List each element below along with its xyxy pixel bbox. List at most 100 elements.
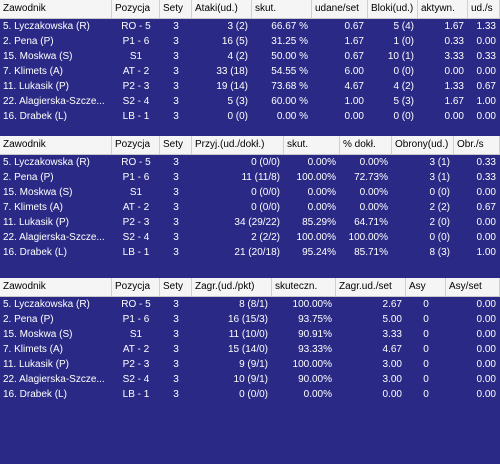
col-header-pozycja[interactable]: Pozycja (112, 136, 160, 154)
table-cell: 54.55 % (271, 66, 308, 77)
table-row[interactable]: 7. Klimets (A) AT - 2 3 15 (14/0) 93.33% 4.67… (0, 342, 500, 357)
col-header-przyj[interactable]: Przyj.(ud./dokł.) (192, 136, 284, 154)
table-row[interactable]: 7. Klimets (A) AT - 2 3 33 (18) 54.55 % 6.00 0… (0, 64, 500, 79)
table-cell: 100.00% (348, 232, 388, 243)
table-row[interactable]: 16. Drabek (L) LB - 1 3 0 (0) 0.00 % 0.00 0 (0… (0, 109, 500, 124)
table-cell: 3 (173, 36, 179, 47)
table-cell: 3 (173, 299, 179, 310)
table-cell: 16 (5) (221, 36, 248, 47)
table-cell: 100.00% (296, 172, 336, 183)
col-header-pozycja[interactable]: Pozycja (112, 278, 160, 296)
table-cell: 0 (0/0) (239, 389, 268, 400)
reception-defense-header: Zawodnik Pozycja Sety Przyj.(ud./dokł.) … (0, 136, 500, 155)
table-cell: 0.00 (476, 374, 496, 385)
table-row[interactable]: 15. Moskwa (S) S1 3 11 (10/0) 90.91% 3.33 0 0.0… (0, 327, 500, 342)
table-cell: 0 (423, 329, 429, 340)
table-cell: 3 (173, 374, 179, 385)
table-cell: 0.67 (476, 202, 496, 213)
table-cell: 5. Lyczakowska (R) (3, 157, 90, 168)
col-header-ud-set[interactable]: ud./s (468, 0, 500, 18)
table-cell: 22. Alagierska-Szcze... (3, 96, 105, 107)
col-header-sety[interactable]: Sety (160, 278, 192, 296)
table-cell: 0.67 (476, 81, 496, 92)
table-cell: 64.71% (354, 217, 388, 228)
table-cell: 34 (29/22) (234, 217, 280, 228)
table-cell: 5.00 (382, 314, 402, 325)
table-row[interactable]: 7. Klimets (A) AT - 2 3 0 (0/0) 0.00% 0.00% 2 … (0, 200, 500, 215)
table-cell: 10 (9/1) (233, 374, 268, 385)
table-cell: 33 (18) (216, 66, 248, 77)
table-cell: 0 (423, 374, 429, 385)
table-cell: 0.00 (382, 389, 402, 400)
table-row[interactable]: 11. Lukasik (P) P2 - 3 3 9 (9/1) 100.00% 3.00… (0, 357, 500, 372)
table-cell: 0.67 (344, 21, 364, 32)
table-row[interactable]: 16. Drabek (L) LB - 1 3 21 (20/18) 95.24% 85.… (0, 245, 500, 260)
table-row[interactable]: 22. Alagierska-Szcze... S2 - 4 3 10 (9/1) 90… (0, 372, 500, 387)
col-header-bloki[interactable]: Bloki(ud.) (368, 0, 418, 18)
col-header-skut[interactable]: skut. (284, 136, 340, 154)
table-row[interactable]: 2. Pena (P) P1 - 6 3 16 (15/3) 93.75% 5.00 0 0.… (0, 312, 500, 327)
table-row[interactable]: 11. Lukasik (P) P2 - 3 3 34 (29/22) 85.29% 64… (0, 215, 500, 230)
col-header-sety[interactable]: Sety (160, 136, 192, 154)
table-row[interactable]: 22. Alagierska-Szcze... S2 - 4 3 2 (2/2) 100… (0, 230, 500, 245)
table-cell: 2 (2) (429, 202, 450, 213)
table-cell: P1 - 6 (122, 314, 150, 325)
table-cell: 1 (0) (393, 36, 414, 47)
table-cell: 7. Klimets (A) (3, 344, 64, 355)
table-row[interactable]: 5. Lyczakowska (R) RO - 5 3 8 (8/1) 100.00% 2… (0, 297, 500, 312)
table-cell: 3 (2) (227, 21, 248, 32)
table-row[interactable]: 5. Lyczakowska (R) RO - 5 3 0 (0/0) 0.00% 0.0… (0, 155, 500, 170)
table-cell: LB - 1 (122, 111, 150, 122)
table-cell: AT - 2 (122, 202, 150, 213)
col-header-sety[interactable]: Sety (160, 0, 192, 18)
table-cell: 1.67 (444, 21, 464, 32)
col-header-zawodnik[interactable]: Zawodnik (0, 0, 112, 18)
table-cell: 5. Lyczakowska (R) (3, 21, 90, 32)
table-cell: 3 (173, 81, 179, 92)
table-cell: 0.00 (476, 344, 496, 355)
table-cell: 5 (4) (393, 21, 414, 32)
table-cell: 85.71% (354, 247, 388, 258)
table-cell: P2 - 3 (122, 217, 150, 228)
table-row[interactable]: 2. Pena (P) P1 - 6 3 11 (11/8) 100.00% 72.73%… (0, 170, 500, 185)
table-row[interactable]: 15. Moskwa (S) S1 3 4 (2) 50.00 % 0.67 10 (1) 3… (0, 49, 500, 64)
table-cell: 100.00% (292, 359, 332, 370)
col-header-zagr-ud-set[interactable]: Zagr.ud./set (336, 278, 406, 296)
table-cell: 22. Alagierska-Szcze... (3, 374, 105, 385)
table-row[interactable]: 22. Alagierska-Szcze... S2 - 4 3 5 (3) 60.00… (0, 94, 500, 109)
table-cell: LB - 1 (122, 389, 150, 400)
col-header-zawodnik[interactable]: Zawodnik (0, 136, 112, 154)
table-cell: 66.67 % (271, 21, 308, 32)
col-header-obr-set[interactable]: Obr./s (454, 136, 500, 154)
col-header-asy-set[interactable]: Asy/set (446, 278, 500, 296)
table-cell: 0 (423, 389, 429, 400)
col-header-obrony[interactable]: Obrony(ud.) (392, 136, 454, 154)
col-header-asy[interactable]: Asy (406, 278, 446, 296)
col-header-pozycja[interactable]: Pozycja (112, 0, 160, 18)
col-header-udane-set[interactable]: udane/set (312, 0, 368, 18)
col-header-zagr[interactable]: Zagr.(ud./pkt) (192, 278, 272, 296)
col-header-proc-dokl[interactable]: % dokł. (340, 136, 392, 154)
table-row[interactable]: 5. Lyczakowska (R) RO - 5 3 3 (2) 66.67 % 0.6… (0, 19, 500, 34)
table-cell: 0 (423, 314, 429, 325)
table-cell: 3 (173, 172, 179, 183)
serve-table: Zawodnik Pozycja Sety Zagr.(ud./pkt) sku… (0, 278, 500, 402)
col-header-skut[interactable]: skut. (252, 0, 312, 18)
table-cell: 3 (173, 96, 179, 107)
table-cell: AT - 2 (122, 344, 150, 355)
table-cell: 93.33% (298, 344, 332, 355)
table-cell: 90.00% (298, 374, 332, 385)
table-cell: 15. Moskwa (S) (3, 187, 73, 198)
table-cell: 21 (20/18) (234, 247, 280, 258)
table-row[interactable]: 11. Lukasik (P) P2 - 3 3 19 (14) 73.68 % 4.67… (0, 79, 500, 94)
table-cell: 8 (8/1) (239, 299, 268, 310)
table-cell: 3.33 (382, 329, 402, 340)
col-header-zawodnik[interactable]: Zawodnik (0, 278, 112, 296)
table-row[interactable]: 15. Moskwa (S) S1 3 0 (0/0) 0.00% 0.00% 0 (0) 0… (0, 185, 500, 200)
table-cell: 60.00 % (271, 96, 308, 107)
table-row[interactable]: 16. Drabek (L) LB - 1 3 0 (0/0) 0.00% 0.00 0 0.… (0, 387, 500, 402)
col-header-ataki[interactable]: Ataki(ud.) (192, 0, 252, 18)
col-header-skuteczn[interactable]: skuteczn. (272, 278, 336, 296)
table-row[interactable]: 2. Pena (P) P1 - 6 3 16 (5) 31.25 % 1.67 1 (0)… (0, 34, 500, 49)
col-header-aktywn[interactable]: aktywn. (418, 0, 468, 18)
